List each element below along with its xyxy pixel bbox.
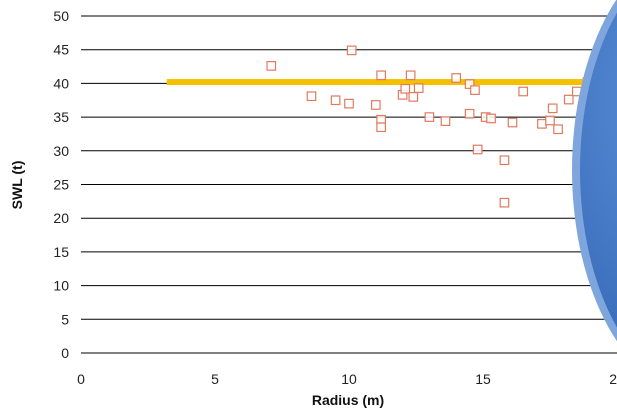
data-point: [563, 94, 574, 105]
data-point: [486, 113, 496, 124]
data-point: [413, 83, 424, 93]
y-tick-40: 40: [53, 75, 69, 91]
data-points: [266, 45, 617, 208]
x-axis-label: Radius (m): [312, 392, 384, 408]
x-tick-10: 10: [341, 371, 357, 387]
data-point: [376, 122, 387, 133]
y-tick-5: 5: [61, 311, 69, 327]
y-axis-label: SWL (t): [9, 161, 25, 210]
data-point: [330, 95, 341, 106]
data-point: [370, 100, 381, 110]
y-tick-45: 45: [53, 42, 69, 58]
y-tick-30: 30: [53, 143, 69, 159]
data-point: [464, 108, 475, 119]
data-point: [518, 86, 529, 97]
y-tick-20: 20: [53, 210, 69, 226]
swl-reference-line: [166, 79, 617, 86]
blue-disc-decoration: [572, 0, 617, 342]
data-point: [472, 144, 483, 155]
data-point: [507, 117, 518, 128]
x-tick-0: 0: [77, 371, 85, 387]
y-tick-35: 35: [53, 109, 69, 125]
y-tick-labels: 0 5 10 15 20 25 30 35 40 45 50: [53, 8, 69, 361]
data-point: [405, 70, 416, 81]
y-tick-10: 10: [53, 278, 69, 294]
data-point: [499, 197, 510, 208]
data-point: [408, 92, 419, 102]
y-tick-15: 15: [53, 244, 69, 260]
data-point: [537, 118, 547, 129]
data-point: [547, 103, 558, 114]
data-point: [306, 91, 317, 102]
data-point: [266, 61, 277, 71]
y-tick-50: 50: [53, 8, 69, 24]
data-point: [464, 79, 475, 89]
data-point: [376, 70, 387, 81]
data-point: [553, 124, 563, 135]
data-point: [440, 116, 451, 126]
data-point: [424, 112, 435, 122]
gridlines: [81, 15, 617, 354]
data-point: [545, 115, 555, 126]
y-tick-25: 25: [53, 177, 69, 193]
data-point: [470, 85, 480, 95]
data-point: [451, 73, 462, 83]
y-tick-0: 0: [61, 345, 69, 361]
data-point: [400, 83, 411, 94]
data-point: [344, 98, 354, 109]
data-point: [499, 155, 510, 166]
x-tick-20: 20: [609, 371, 617, 387]
x-tick-5: 5: [211, 371, 219, 387]
data-point: [346, 45, 357, 56]
x-tick-15: 15: [475, 371, 491, 387]
